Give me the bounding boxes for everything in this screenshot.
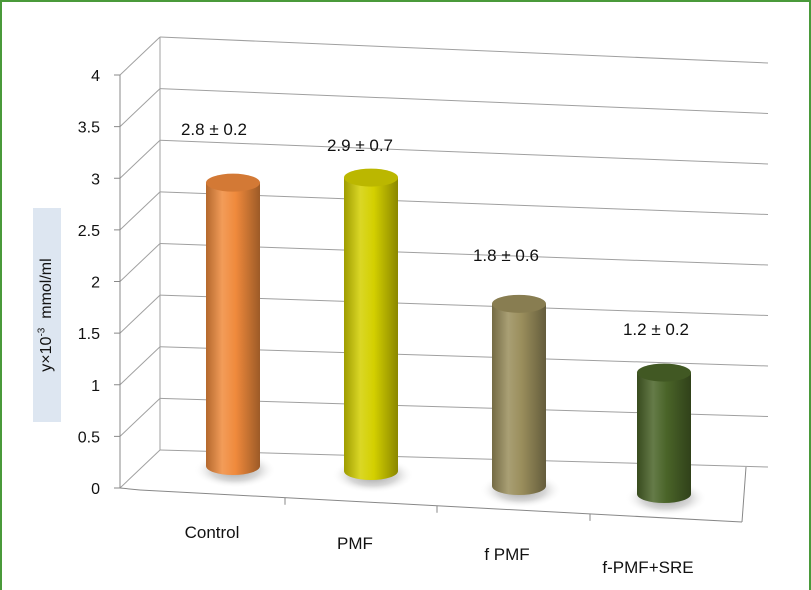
y-tick-label: 4 bbox=[91, 68, 100, 85]
gridline bbox=[159, 346, 769, 367]
y-tick-label: 1.5 bbox=[78, 326, 100, 343]
y-tick-labels: 0 0.5 1 1.5 2 2.5 3 3.5 4 bbox=[78, 68, 100, 498]
x-axis-line bbox=[139, 489, 743, 523]
category-label: f-PMF+SRE bbox=[602, 558, 693, 577]
value-label: 2.9 ± 0.7 bbox=[327, 136, 393, 155]
bar-top bbox=[637, 363, 691, 382]
gridline bbox=[159, 294, 769, 316]
gridlines bbox=[119, 36, 769, 489]
category-labels: Control PMF f PMF f-PMF+SRE bbox=[185, 523, 694, 577]
category-label: PMF bbox=[337, 534, 373, 553]
bar-control bbox=[206, 182, 260, 475]
y-axis-label-unit: mmol/ml bbox=[38, 258, 55, 319]
y-tick-label: 2.5 bbox=[78, 223, 100, 240]
gridline bbox=[159, 36, 769, 64]
gridline bbox=[159, 139, 769, 165]
value-label: 1.2 ± 0.2 bbox=[623, 320, 689, 339]
y-axis-label-exponent: -3 bbox=[36, 327, 48, 337]
floor-left-edge bbox=[119, 487, 141, 491]
bar-f-pmf-sre bbox=[637, 372, 691, 503]
side-gridline bbox=[119, 36, 161, 76]
category-label: f PMF bbox=[484, 545, 529, 564]
y-axis-label-main: y×10 bbox=[38, 336, 55, 372]
y-tick-label: 1 bbox=[91, 378, 100, 395]
floor-right-edge bbox=[741, 466, 747, 523]
side-gridline bbox=[119, 398, 161, 437]
side-gridline bbox=[119, 294, 161, 334]
value-labels: 2.8 ± 0.2 2.9 ± 0.7 1.8 ± 0.6 1.2 ± 0.2 bbox=[181, 120, 689, 339]
y-tick-label: 0 bbox=[91, 481, 100, 498]
side-gridline bbox=[119, 191, 161, 231]
bar-top bbox=[492, 294, 546, 313]
side-gridline bbox=[119, 243, 161, 282]
side-gridline bbox=[119, 449, 161, 489]
side-gridline bbox=[119, 139, 161, 179]
side-gridline bbox=[119, 88, 161, 127]
gridline bbox=[159, 243, 769, 266]
category-label: Control bbox=[185, 523, 240, 542]
bars bbox=[194, 168, 707, 516]
y-axis-label: y×10-3 mmol/ml bbox=[36, 258, 56, 372]
gridline bbox=[159, 191, 769, 215]
gridline bbox=[159, 88, 769, 114]
y-axis-label-background bbox=[33, 208, 61, 422]
value-label: 2.8 ± 0.2 bbox=[181, 120, 247, 139]
value-label: 1.8 ± 0.6 bbox=[473, 246, 539, 265]
y-tick-label: 3.5 bbox=[78, 120, 100, 137]
axes bbox=[114, 37, 747, 523]
y-tick-label: 2 bbox=[91, 275, 100, 292]
bar-f-pmf bbox=[492, 303, 546, 495]
bar-top bbox=[206, 173, 260, 192]
y-tick-label: 3 bbox=[91, 171, 100, 188]
bar-top bbox=[344, 168, 398, 187]
y-tick-label: 0.5 bbox=[78, 429, 100, 446]
side-gridline bbox=[119, 346, 161, 386]
bar-pmf bbox=[344, 177, 398, 480]
